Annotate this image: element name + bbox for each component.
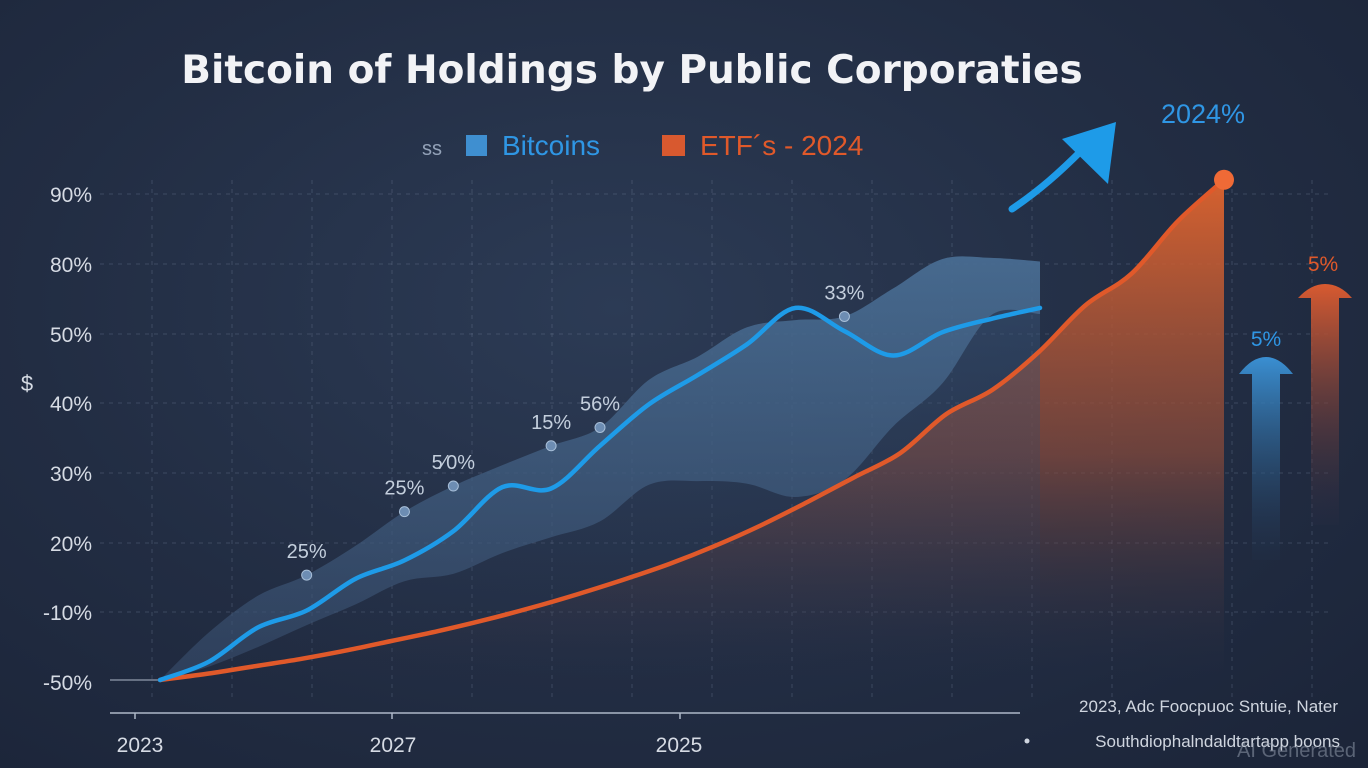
x-tick-label: 2025: [656, 734, 703, 757]
plot-area: 25% 25% 5⁄0% 15% 56% 33%: [157, 169, 1234, 683]
y-tick-label: -10%: [43, 602, 92, 625]
point-marker: [301, 569, 313, 581]
x-tick-label: 2027: [370, 734, 417, 757]
footnote: 2023, Adc Foocpuoc Sntuie, Nater: [1079, 697, 1338, 716]
side-bar-body: [1298, 284, 1352, 525]
y-axis-symbol: $: [21, 371, 33, 396]
legend-label-bitcoins: Bitcoins: [502, 130, 600, 161]
legend-prefix: ss: [422, 138, 442, 160]
x-axis-ticks: [134, 713, 681, 719]
y-tick-label: 30%: [50, 463, 92, 486]
point-label: 56%: [580, 393, 620, 415]
etf-line: [157, 177, 1227, 683]
y-tick-label: -50%: [43, 672, 92, 695]
side-bar-blue: [1239, 357, 1293, 560]
legend-swatch-bitcoins: [466, 135, 487, 156]
y-tick-label: 90%: [50, 184, 92, 207]
legend-swatch-etf: [662, 135, 685, 156]
arrow-label: 2024%: [1161, 99, 1245, 129]
point-marker: [398, 506, 410, 518]
point-marker: [594, 421, 606, 433]
point-marker: [447, 480, 459, 492]
bitcoin-line: [157, 305, 1043, 683]
legend: ss Bitcoins ETF´s - 2024: [422, 130, 863, 161]
side-bar-label: 5%: [1251, 328, 1281, 351]
source-bullet-icon: [1024, 738, 1030, 744]
y-tick-label: 80%: [50, 254, 92, 277]
legend-label-etf: ETF´s - 2024: [700, 130, 863, 161]
y-axis: 90% 80% 50% 40% 30% 20% -10% -50%: [43, 184, 92, 695]
point-marker: [545, 440, 557, 452]
point-label: 15%: [531, 412, 571, 434]
trend-arrow-shaft: [1008, 146, 1086, 213]
chart-title: Bitcoin of Holdings by Public Corporatie…: [181, 48, 1082, 93]
etf-endpoint-marker: [1214, 169, 1234, 190]
x-tick-label: 2023: [117, 734, 164, 757]
point-label: 33%: [824, 282, 864, 304]
side-bar-body: [1239, 357, 1293, 560]
point-marker: [838, 310, 850, 322]
side-bar-orange: [1298, 284, 1352, 525]
trend-arrow: [1008, 122, 1116, 213]
watermark: AI Generated: [1237, 740, 1356, 762]
side-bar-label: 5%: [1308, 253, 1338, 276]
y-tick-label: 40%: [50, 393, 92, 416]
trend-arrow-head: [1062, 122, 1116, 184]
point-label: 25%: [384, 478, 424, 500]
bitcoin-band: [160, 256, 1040, 680]
y-tick-label: 50%: [50, 324, 92, 347]
y-tick-label: 20%: [50, 533, 92, 556]
source-text: Southdiophalndaldtartapp boons: [1095, 732, 1340, 751]
point-label: 25%: [287, 541, 327, 563]
x-axis: 2023 2027 2025: [117, 734, 703, 757]
point-label: 5⁄0%: [432, 452, 476, 474]
